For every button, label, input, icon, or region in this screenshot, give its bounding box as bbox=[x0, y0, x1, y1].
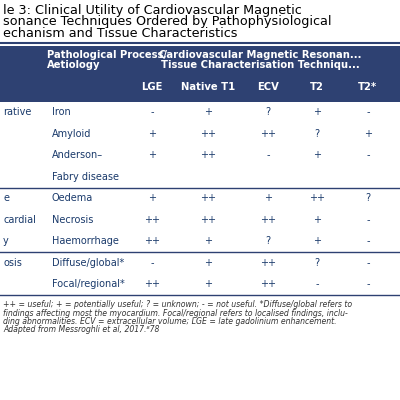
Text: -: - bbox=[366, 215, 370, 225]
Text: ++: ++ bbox=[309, 193, 325, 203]
Text: -: - bbox=[366, 107, 370, 117]
Text: Haemorrhage: Haemorrhage bbox=[52, 236, 119, 246]
Text: Amyloid: Amyloid bbox=[52, 129, 91, 139]
Text: ?: ? bbox=[266, 107, 270, 117]
Text: sonance Techniques Ordered by Pathophysiological: sonance Techniques Ordered by Pathophysi… bbox=[3, 16, 332, 28]
Text: e: e bbox=[3, 193, 9, 203]
Text: T2*: T2* bbox=[358, 82, 378, 92]
Text: ++: ++ bbox=[144, 279, 160, 289]
Text: ?: ? bbox=[314, 129, 320, 139]
Text: ++: ++ bbox=[260, 129, 276, 139]
Text: +: + bbox=[264, 193, 272, 203]
Text: +: + bbox=[148, 129, 156, 139]
Text: +: + bbox=[313, 236, 321, 246]
Text: rative: rative bbox=[3, 107, 31, 117]
Text: ECV: ECV bbox=[257, 82, 279, 92]
Text: Adapted from Messroghli et al, 2017.⁸78: Adapted from Messroghli et al, 2017.⁸78 bbox=[3, 326, 159, 334]
Text: Iron: Iron bbox=[52, 107, 71, 117]
Text: ++: ++ bbox=[260, 279, 276, 289]
Text: ++: ++ bbox=[144, 215, 160, 225]
Text: y: y bbox=[3, 236, 9, 246]
Text: ++: ++ bbox=[200, 215, 216, 225]
Text: T2: T2 bbox=[310, 82, 324, 92]
Text: ++ = useful; + = potentially useful; ? = unknown; - = not useful. *Diffuse/globa: ++ = useful; + = potentially useful; ? =… bbox=[3, 300, 352, 309]
Text: -: - bbox=[150, 258, 154, 268]
Text: Native T1: Native T1 bbox=[181, 82, 235, 92]
Text: LGE: LGE bbox=[141, 82, 163, 92]
Text: ?: ? bbox=[266, 236, 270, 246]
Text: echanism and Tissue Characteristics: echanism and Tissue Characteristics bbox=[3, 27, 238, 40]
Text: ++: ++ bbox=[200, 193, 216, 203]
Text: -: - bbox=[366, 279, 370, 289]
Text: findings affecting most the myocardium. Focal/regional refers to localised findi: findings affecting most the myocardium. … bbox=[3, 308, 348, 318]
Text: ?: ? bbox=[314, 258, 320, 268]
Text: ++: ++ bbox=[200, 129, 216, 139]
Text: osis: osis bbox=[3, 258, 22, 268]
Bar bbox=[0, 46, 400, 102]
Text: ding abnormalities. ECV = extracellular volume; LGE = late gadolinium enhancemen: ding abnormalities. ECV = extracellular … bbox=[3, 317, 337, 326]
Text: Oedema: Oedema bbox=[52, 193, 93, 203]
Text: Anderson–: Anderson– bbox=[52, 150, 103, 160]
Text: cardial: cardial bbox=[3, 215, 36, 225]
Text: -: - bbox=[366, 236, 370, 246]
Text: Fabry disease: Fabry disease bbox=[52, 172, 119, 182]
Text: Aetiology: Aetiology bbox=[47, 60, 100, 70]
Text: -: - bbox=[266, 150, 270, 160]
Text: Diffuse/global*: Diffuse/global* bbox=[52, 258, 124, 268]
Text: ++: ++ bbox=[144, 236, 160, 246]
Text: Pathological Process/: Pathological Process/ bbox=[47, 50, 167, 60]
Text: ?: ? bbox=[366, 193, 370, 203]
Text: +: + bbox=[148, 193, 156, 203]
Text: le 3: Clinical Utility of Cardiovascular Magnetic: le 3: Clinical Utility of Cardiovascular… bbox=[3, 4, 302, 17]
Text: +: + bbox=[204, 236, 212, 246]
Text: -: - bbox=[315, 279, 319, 289]
Text: ++: ++ bbox=[200, 150, 216, 160]
Text: +: + bbox=[204, 107, 212, 117]
Text: -: - bbox=[366, 258, 370, 268]
Text: Cardiovascular Magnetic Resonan...: Cardiovascular Magnetic Resonan... bbox=[159, 50, 361, 60]
Text: -: - bbox=[150, 107, 154, 117]
Text: -: - bbox=[366, 150, 370, 160]
Text: +: + bbox=[204, 279, 212, 289]
Text: +: + bbox=[313, 150, 321, 160]
Text: Focal/regional*: Focal/regional* bbox=[52, 279, 125, 289]
Text: +: + bbox=[364, 129, 372, 139]
Text: +: + bbox=[204, 258, 212, 268]
Text: +: + bbox=[148, 150, 156, 160]
Text: +: + bbox=[313, 107, 321, 117]
Text: Necrosis: Necrosis bbox=[52, 215, 93, 225]
Text: +: + bbox=[313, 215, 321, 225]
Text: Tissue Characterisation Techniqu...: Tissue Characterisation Techniqu... bbox=[161, 60, 359, 70]
Text: ++: ++ bbox=[260, 258, 276, 268]
Text: ++: ++ bbox=[260, 215, 276, 225]
